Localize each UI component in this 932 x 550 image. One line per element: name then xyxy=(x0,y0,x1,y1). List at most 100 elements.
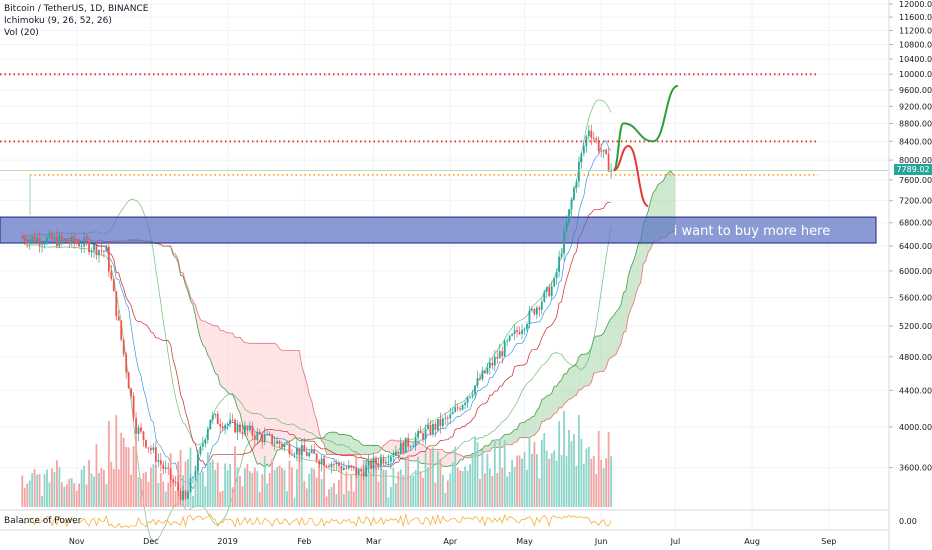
price-tick-label: 8400.00 xyxy=(899,137,932,146)
cloud-segment xyxy=(385,441,389,452)
candle-body xyxy=(404,437,407,453)
candle-body xyxy=(496,356,499,359)
candle-body xyxy=(43,243,46,245)
candle-body xyxy=(605,149,608,154)
cloud-segment xyxy=(202,321,206,348)
volume-bar xyxy=(278,465,281,507)
cloud-segment xyxy=(301,365,305,440)
volume-bar xyxy=(308,473,311,507)
volume-bar xyxy=(93,476,95,507)
candle-body xyxy=(204,439,207,444)
volume-bar xyxy=(150,467,152,507)
kijun-sen xyxy=(21,201,612,467)
volume-bar xyxy=(120,432,123,507)
candle-body xyxy=(451,411,454,415)
volume-bar xyxy=(488,468,491,507)
cloud-segment xyxy=(180,272,184,277)
volume-bar xyxy=(286,491,288,507)
candle-body xyxy=(110,271,113,280)
cloud-segment xyxy=(588,347,592,386)
volume-bar xyxy=(402,475,405,507)
symbol-legend[interactable]: Bitcoin / TetherUS, 1D, BINANCE xyxy=(4,4,149,14)
cloud-segment xyxy=(351,436,354,455)
volume-bar xyxy=(261,474,264,507)
time-tick-label: Dec xyxy=(143,537,158,546)
volume-legend[interactable]: Vol (20) xyxy=(4,28,39,38)
volume-bar xyxy=(221,490,224,507)
volume-bar xyxy=(377,481,380,507)
candle-body xyxy=(550,286,553,297)
volume-bar xyxy=(26,483,29,507)
candle-body xyxy=(429,424,432,434)
volume-bar xyxy=(147,482,150,507)
time-tick-label: Sep xyxy=(821,537,836,546)
candle-body xyxy=(592,137,595,139)
volume-bar xyxy=(281,467,283,507)
balance-of-power-label[interactable]: Balance of Power xyxy=(4,516,82,526)
candle-body xyxy=(533,309,536,315)
volume-bar xyxy=(172,478,175,507)
volume-bar xyxy=(187,459,189,507)
volume-bar xyxy=(117,469,120,507)
volume-bar xyxy=(516,455,518,507)
candle-body xyxy=(184,490,187,499)
candle-body xyxy=(229,419,231,425)
volume-bar xyxy=(414,470,417,507)
candle-body xyxy=(501,351,504,357)
candle-body xyxy=(600,150,603,152)
cloud-segment xyxy=(447,452,451,467)
volume-bar xyxy=(605,458,608,507)
volume-bar xyxy=(78,483,81,507)
cloud-segment xyxy=(239,337,243,425)
candle-body xyxy=(375,458,377,464)
volume-bar xyxy=(340,469,343,507)
price-tick-label: 7200.00 xyxy=(899,197,932,206)
volume-bar xyxy=(476,442,479,507)
candle-body xyxy=(484,370,486,374)
candle-body xyxy=(221,426,224,429)
volume-bar xyxy=(491,475,494,507)
cloud-segment xyxy=(635,244,639,295)
candle-body xyxy=(481,370,484,380)
candle-body xyxy=(412,445,415,447)
volume-bar xyxy=(140,479,142,507)
cloud-segment xyxy=(282,350,285,448)
price-tick-label: 7600.00 xyxy=(899,176,932,185)
candle-body xyxy=(491,362,494,366)
candle-body xyxy=(516,330,518,333)
candle-body xyxy=(286,443,288,445)
candle-body xyxy=(563,230,565,254)
candle-body xyxy=(70,236,73,244)
last-price-badge: 7789.02 xyxy=(894,164,932,176)
cloud-segment xyxy=(390,440,394,454)
volume-bar xyxy=(179,449,182,507)
volume-bar xyxy=(283,469,286,507)
volume-bar xyxy=(466,470,469,507)
candle-body xyxy=(338,462,340,467)
cloud-segment xyxy=(220,330,223,388)
volume-bar xyxy=(407,455,410,507)
cloud-segment xyxy=(373,445,377,454)
volume-bar xyxy=(38,473,41,507)
candle-body xyxy=(53,236,56,240)
volume-bar xyxy=(65,484,68,507)
volume-bar xyxy=(563,411,565,507)
volume-bar xyxy=(310,468,313,507)
projection-red xyxy=(613,144,649,208)
ichimoku-legend[interactable]: Ichimoku (9, 26, 52, 26) xyxy=(4,16,112,26)
cloud-segment xyxy=(393,440,396,456)
candle-body xyxy=(115,291,118,317)
cloud-segment xyxy=(336,432,339,455)
candle-body xyxy=(239,424,241,432)
volume-bar xyxy=(479,478,481,507)
cloud-segment xyxy=(586,352,589,386)
candle-body xyxy=(117,316,120,321)
candle-body xyxy=(157,460,160,462)
volume-bar xyxy=(590,458,593,507)
candle-body xyxy=(518,332,521,334)
cloud-segment xyxy=(227,332,231,395)
volume-bar xyxy=(226,470,229,507)
candle-body xyxy=(498,351,501,359)
volume-bar xyxy=(162,481,165,507)
